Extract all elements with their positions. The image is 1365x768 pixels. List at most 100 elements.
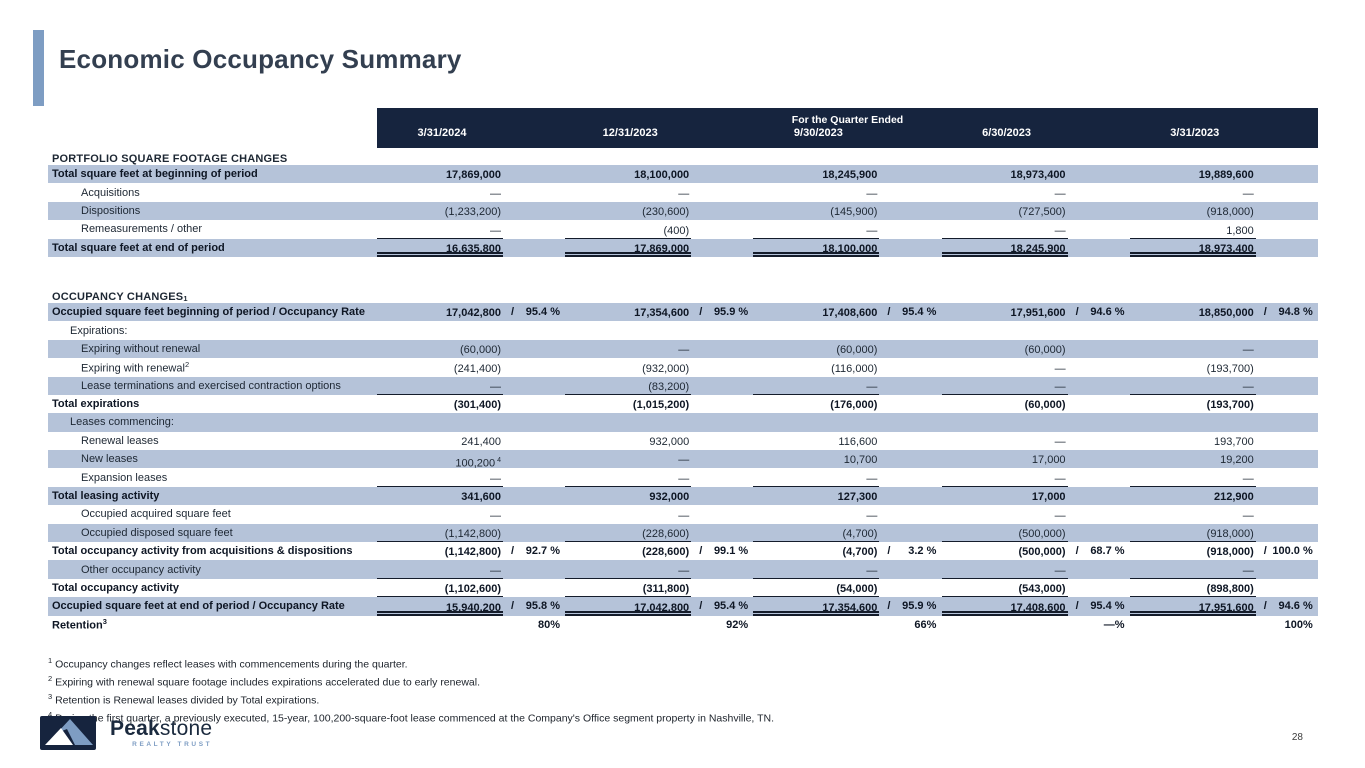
- row-label: Remeasurements / other: [81, 223, 203, 236]
- value-cell: 932,000: [649, 491, 690, 504]
- value-cell: (228,600): [565, 524, 753, 543]
- row-label: New leases: [81, 453, 138, 466]
- value-cell: —: [753, 377, 941, 395]
- value-cell: (543,000): [941, 579, 1130, 598]
- value-cell: —: [490, 509, 501, 522]
- table-row: Total square feet at beginning of period…: [48, 165, 1318, 184]
- table-row: Expiring with renewal2 (241,400) (932,000)…: [48, 358, 1318, 376]
- row-label: Dispositions: [81, 204, 141, 217]
- row-label: Expiring with renewal2: [81, 359, 190, 375]
- column-header: 12/31/2023: [602, 127, 658, 139]
- row-label: Occupied disposed square feet: [81, 526, 233, 539]
- table-row: Remeasurements / other — (400) — —1,800: [48, 220, 1318, 239]
- row-label: Total occupancy activity from acquisitio…: [52, 545, 353, 558]
- table-row: Expiring without renewal (60,000) — (60,000…: [48, 339, 1318, 359]
- value-cell: (145,900): [830, 206, 878, 219]
- value-cell: —: [941, 468, 1130, 487]
- value-cell: (4,700): [753, 524, 941, 543]
- value-cell: 100,200 4: [455, 457, 501, 471]
- table-row: Lease terminations and exercised contrac…: [48, 376, 1318, 395]
- value-cell: —: [377, 377, 565, 395]
- value-cell: —: [490, 187, 501, 200]
- value-cell: 17,354,600/95.9 %: [634, 306, 749, 320]
- row-label: Other occupancy activity: [81, 563, 201, 576]
- row-label: Total occupancy activity: [52, 582, 179, 594]
- table-row: Total leasing activity 341,600 932,000 127,…: [48, 486, 1318, 506]
- value-cell: —: [1129, 468, 1318, 487]
- row-label: Total leasing activity: [52, 490, 160, 503]
- row-label: Acquisitions: [81, 186, 140, 199]
- value-cell: 17,042,800/95.4 %: [445, 306, 560, 320]
- footnote: 4 During the first quarter, a previously…: [48, 710, 774, 725]
- logo-tagline: REALTY TRUST: [132, 741, 213, 748]
- value-cell: 17,408,600/95.4 %: [941, 597, 1130, 616]
- row-label: Total square feet at beginning of period: [52, 168, 258, 181]
- value-cell: (500,000): [941, 524, 1130, 543]
- value-cell: —: [753, 468, 941, 487]
- row-label: Occupied square feet at end of period / …: [52, 600, 345, 613]
- footnote: 3 Retention is Renewal leases divided by…: [48, 692, 320, 707]
- value-cell: 10,700: [843, 454, 878, 467]
- value-cell: —%: [1103, 618, 1125, 631]
- section-header: PORTFOLIO SQUARE FOOTAGE CHANGES: [52, 153, 288, 165]
- value-cell: 100%: [1284, 618, 1313, 631]
- value-cell: —: [565, 560, 753, 579]
- row-label: Retention3: [52, 617, 107, 633]
- logo-name-bold: Peak: [110, 717, 160, 740]
- peakstone-logo-icon: [40, 716, 96, 750]
- value-cell: —: [866, 509, 878, 522]
- row-label: Total square feet at end of period: [52, 241, 225, 254]
- value-cell: (60,000): [836, 344, 878, 357]
- value-cell: (193,700): [1206, 399, 1254, 412]
- value-cell: —: [753, 560, 941, 579]
- value-cell: (54,000): [753, 579, 941, 598]
- value-cell: (311,800): [565, 579, 753, 598]
- row-label: Expiring without renewal: [81, 342, 201, 355]
- footnotes: 1 Occupancy changes reflect leases with …: [48, 654, 774, 726]
- value-cell: 193,700: [1213, 436, 1254, 449]
- logo-name: Peakstone: [110, 718, 212, 739]
- value-cell: 17,869,000: [445, 169, 501, 182]
- value-cell: 341,600: [461, 491, 501, 504]
- table-row: Dispositions (1,233,200) (230,600) (145,900…: [48, 201, 1318, 221]
- value-cell: (500,000)/68.7 %: [1018, 545, 1125, 559]
- value-cell: —: [1054, 436, 1066, 449]
- value-cell: 17,408,600/95.4 %: [822, 306, 937, 320]
- value-cell: (898,800): [1129, 579, 1318, 598]
- table-row: Expirations:: [48, 321, 1318, 339]
- value-cell: 17,951,600/94.6 %: [1010, 306, 1125, 320]
- value-cell: —: [1242, 509, 1254, 522]
- value-cell: —: [678, 344, 690, 357]
- row-label: Expirations:: [70, 324, 128, 337]
- value-cell: (918,000)/100.0 %: [1206, 545, 1313, 559]
- value-cell: (4,700)/3.2 %: [842, 545, 937, 559]
- value-cell: (727,500): [1018, 206, 1066, 219]
- value-cell: —: [1054, 187, 1066, 200]
- page-title: Economic Occupancy Summary: [59, 44, 462, 74]
- value-cell: 18,973,400: [1010, 169, 1066, 182]
- table-row: Renewal leases 241,400 932,000 116,600 — 193,…: [48, 432, 1318, 450]
- value-cell: 18,100,000: [753, 239, 941, 257]
- table-row: Leases commencing:: [48, 413, 1318, 432]
- value-cell: (918,000): [1206, 206, 1254, 219]
- section-header: OCCUPANCY CHANGES 1: [52, 290, 188, 303]
- value-cell: —: [377, 560, 565, 579]
- table-row: Occupied disposed square feet (1,142,800)…: [48, 523, 1318, 543]
- value-cell: 932,000: [649, 436, 690, 449]
- logo-name-light: stone: [159, 717, 213, 740]
- table-header-title: For the Quarter Ended: [791, 114, 904, 126]
- value-cell: —: [866, 187, 878, 200]
- company-logo: Peakstone REALTY TRUST: [40, 716, 212, 750]
- value-cell: (1,015,200): [632, 399, 690, 412]
- value-cell: 66%: [914, 618, 937, 631]
- occupancy-summary-table: For the Quarter Ended 3/31/2024 12/31/202…: [48, 108, 1318, 634]
- value-cell: (176,000): [830, 399, 878, 412]
- table-row: Total occupancy activity (1,102,600) (311,…: [48, 579, 1318, 598]
- table-row: Occupied acquired square feet — — — — —: [48, 505, 1318, 523]
- row-label: Occupied square feet beginning of period…: [52, 306, 365, 319]
- table-row: Total occupancy activity from acquisitio…: [48, 542, 1318, 560]
- value-cell: (193,700): [1206, 362, 1254, 375]
- table-row: Other occupancy activity — — — — —: [48, 560, 1318, 579]
- footnote: 1 Occupancy changes reflect leases with …: [48, 656, 408, 671]
